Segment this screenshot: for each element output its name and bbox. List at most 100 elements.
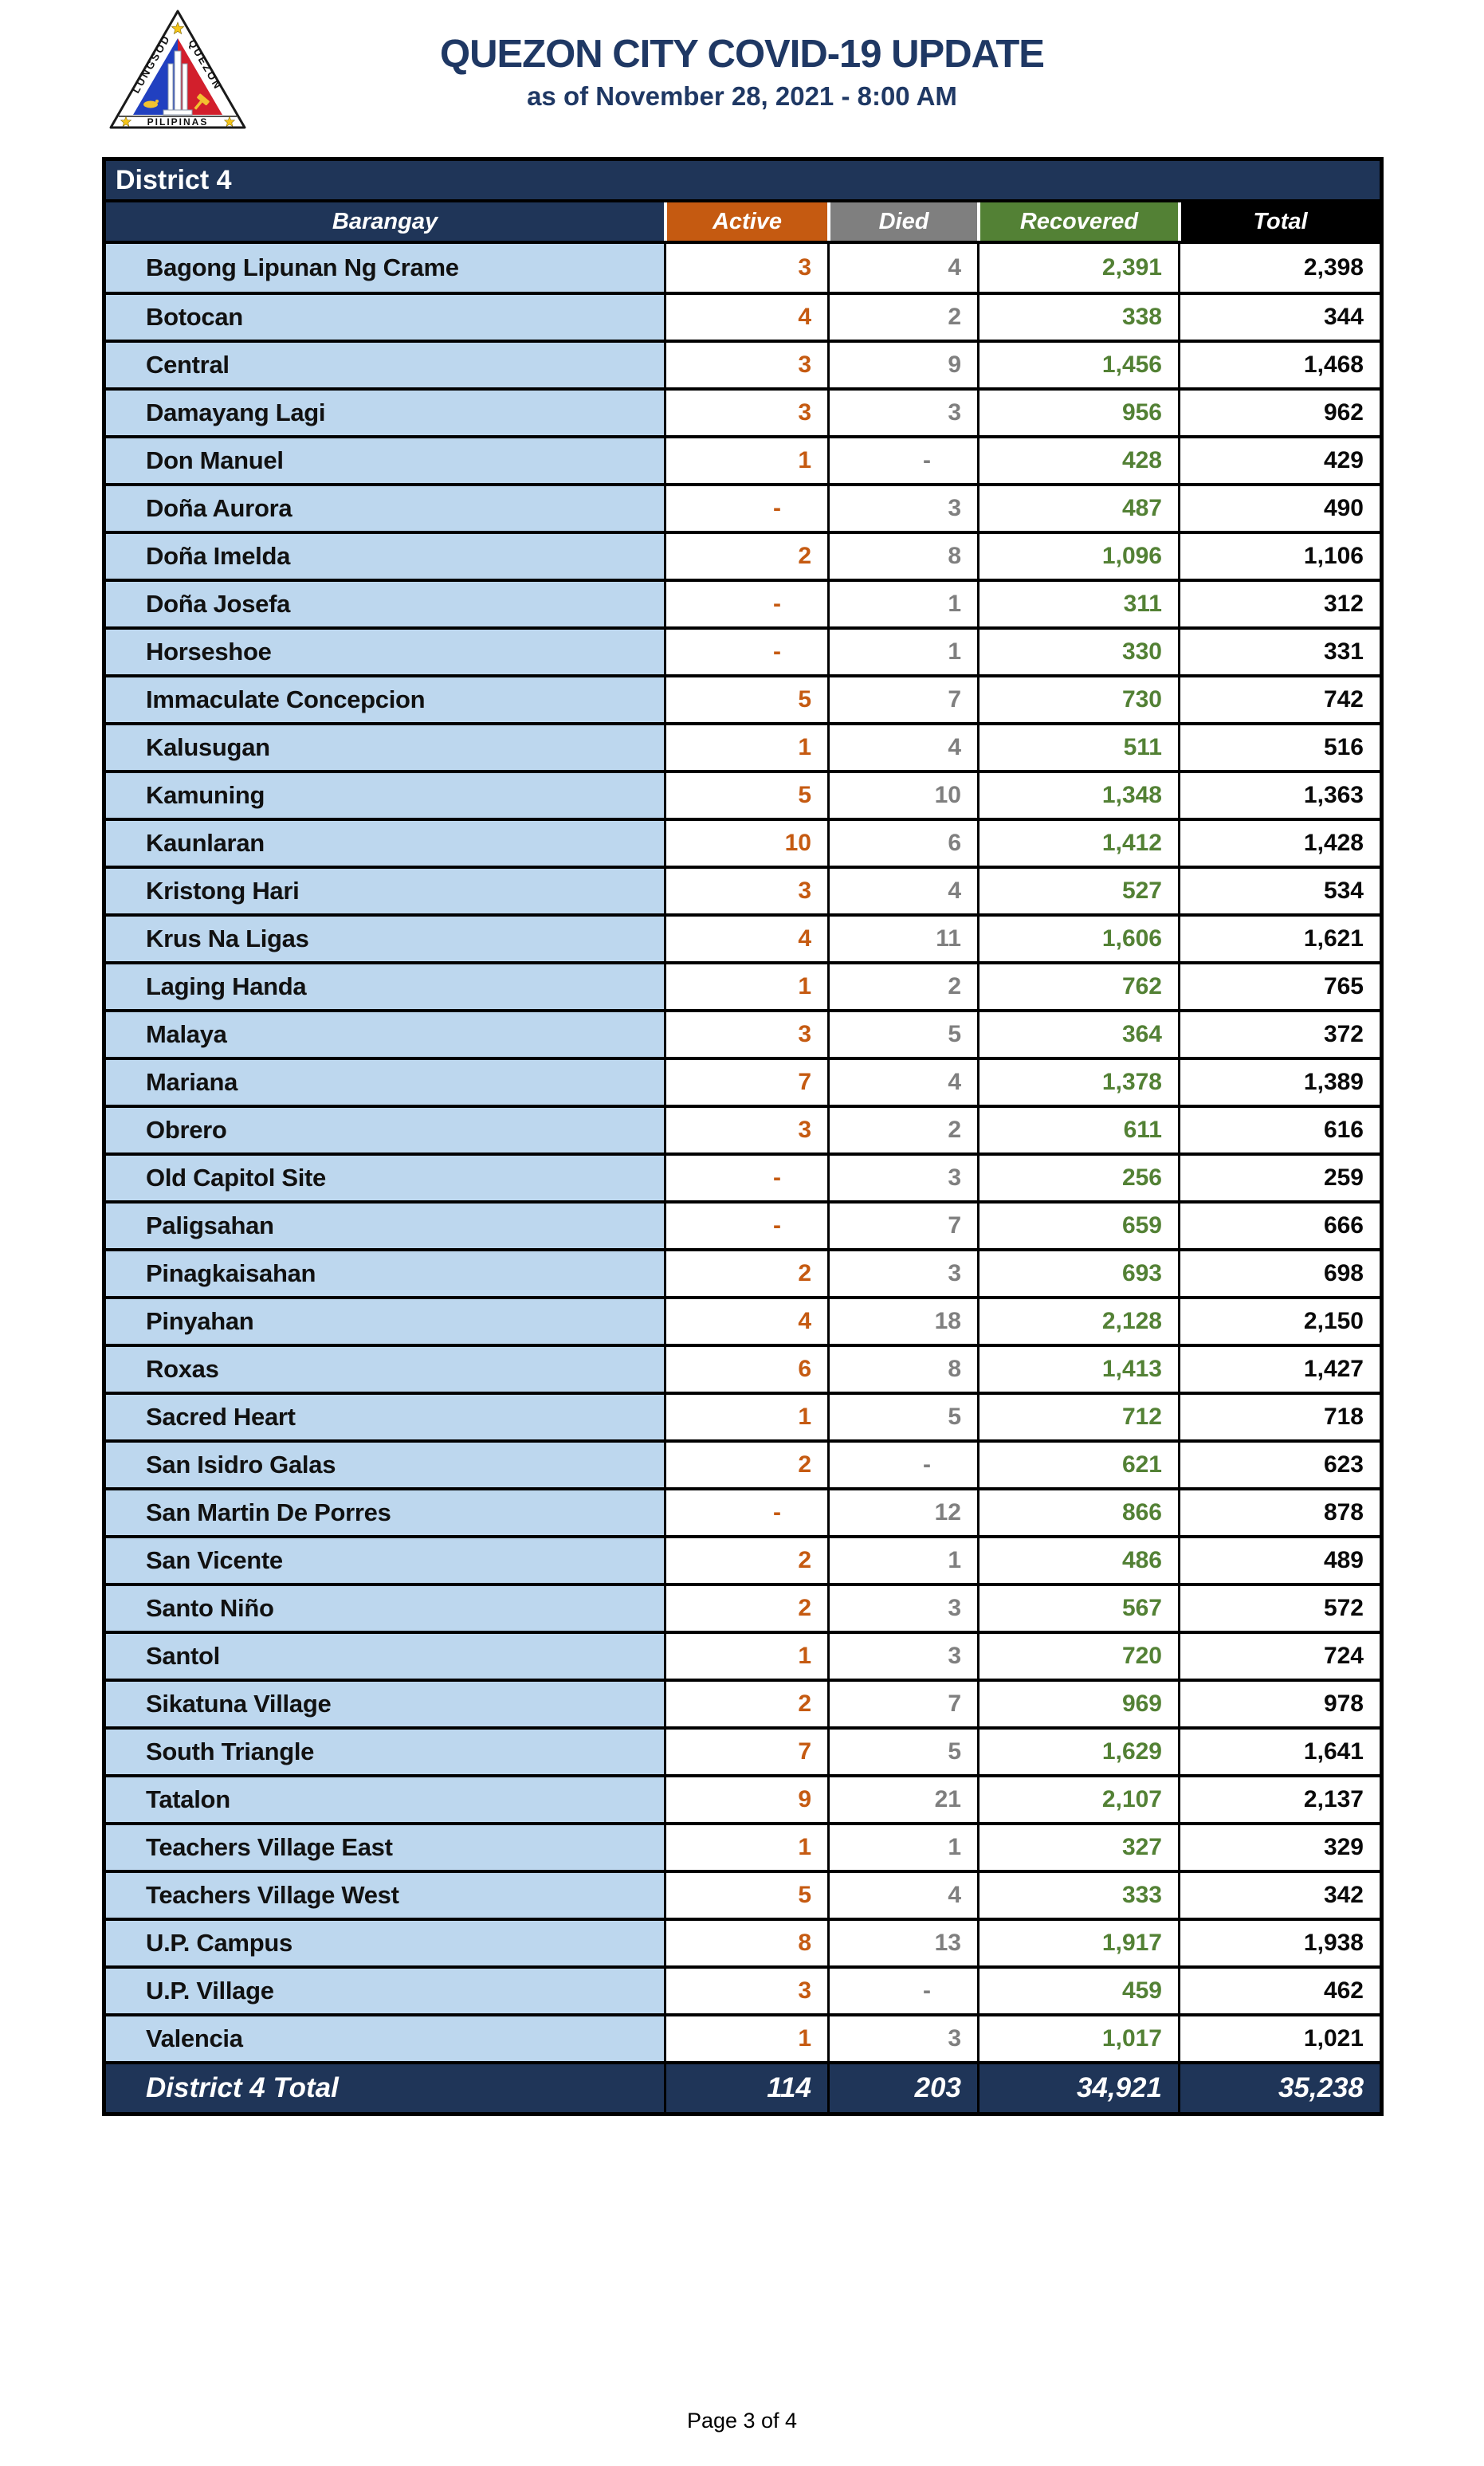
table-row: Tatalon 9 21 2,107 2,137 — [106, 1774, 1380, 1822]
active-count-cell: 2 — [664, 1586, 827, 1631]
seal-blue-half — [133, 38, 178, 115]
died-count-cell: 3 — [827, 1156, 977, 1200]
barangay-name-cell: Immaculate Concepcion — [106, 677, 664, 722]
recovered-count-cell: 1,412 — [977, 821, 1178, 866]
active-count-cell: 1 — [664, 438, 827, 483]
barangay-name-cell: Kalusugan — [106, 725, 664, 770]
table-row: Mariana 7 4 1,378 1,389 — [106, 1057, 1380, 1105]
recovered-count-cell: 2,128 — [977, 1299, 1178, 1344]
barangay-name-cell: Valencia — [106, 2016, 664, 2061]
barangay-name-cell: Kristong Hari — [106, 869, 664, 913]
table-body: Bagong Lipunan Ng Crame 3 4 2,391 2,398 … — [106, 244, 1380, 2061]
barangay-name-cell: Teachers Village West — [106, 1873, 664, 1918]
table-row: Malaya 3 5 364 372 — [106, 1009, 1380, 1057]
table-row: Doña Aurora - 3 487 490 — [106, 483, 1380, 531]
table-row: U.P. Campus 8 13 1,917 1,938 — [106, 1918, 1380, 1965]
barangay-name-cell: Don Manuel — [106, 438, 664, 483]
died-count-cell: 3 — [827, 1586, 977, 1631]
table-row: Sikatuna Village 2 7 969 978 — [106, 1679, 1380, 1726]
table-row: San Isidro Galas 2 - 621 623 — [106, 1439, 1380, 1487]
died-count-cell: - — [827, 1443, 977, 1487]
table-row: Paligsahan - 7 659 666 — [106, 1200, 1380, 1248]
died-count-cell: 2 — [827, 295, 977, 340]
total-count-cell: 978 — [1178, 1682, 1380, 1726]
died-count-cell: 3 — [827, 486, 977, 531]
barangay-name-cell: U.P. Campus — [106, 1921, 664, 1965]
died-count-cell: 12 — [827, 1490, 977, 1535]
died-count-cell: 1 — [827, 1825, 977, 1870]
barangay-name-cell: Doña Josefa — [106, 582, 664, 626]
recovered-count-cell: 621 — [977, 1443, 1178, 1487]
active-count-cell: - — [664, 1490, 827, 1535]
barangay-name-cell: Central — [106, 343, 664, 387]
seal-lamp-icon — [143, 100, 159, 108]
active-count-cell: 2 — [664, 1538, 827, 1583]
column-header-row: Barangay Active Died Recovered Total — [106, 202, 1380, 244]
total-count-cell: 1,106 — [1178, 534, 1380, 579]
active-count-cell: 1 — [664, 2016, 827, 2061]
died-count-cell: 6 — [827, 821, 977, 866]
table-row: Doña Imelda 2 8 1,096 1,106 — [106, 531, 1380, 579]
barangay-name-cell: Kamuning — [106, 773, 664, 818]
recovered-count-cell: 1,017 — [977, 2016, 1178, 2061]
recovered-count-cell: 256 — [977, 1156, 1178, 1200]
recovered-count-cell: 1,456 — [977, 343, 1178, 387]
district-total-overall: 35,238 — [1178, 2064, 1380, 2112]
active-count-cell: 6 — [664, 1347, 827, 1392]
active-count-cell: - — [664, 582, 827, 626]
table-row: Kamuning 5 10 1,348 1,363 — [106, 770, 1380, 818]
table-row: San Vicente 2 1 486 489 — [106, 1535, 1380, 1583]
barangay-name-cell: Horseshoe — [106, 630, 664, 674]
table-row: U.P. Village 3 - 459 462 — [106, 1965, 1380, 2013]
total-count-cell: 1,427 — [1178, 1347, 1380, 1392]
column-header-barangay: Barangay — [106, 202, 664, 241]
total-count-cell: 331 — [1178, 630, 1380, 674]
district-header: District 4 — [106, 161, 1380, 202]
total-count-cell: 534 — [1178, 869, 1380, 913]
active-count-cell: 4 — [664, 917, 827, 961]
total-count-cell: 623 — [1178, 1443, 1380, 1487]
barangay-name-cell: Roxas — [106, 1347, 664, 1392]
barangay-name-cell: Teachers Village East — [106, 1825, 664, 1870]
recovered-count-cell: 611 — [977, 1108, 1178, 1153]
total-count-cell: 616 — [1178, 1108, 1380, 1153]
active-count-cell: 5 — [664, 773, 827, 818]
table-row: Doña Josefa - 1 311 312 — [106, 579, 1380, 626]
barangay-name-cell: South Triangle — [106, 1730, 664, 1774]
died-count-cell: 11 — [827, 917, 977, 961]
recovered-count-cell: 762 — [977, 964, 1178, 1009]
table-row: Kaunlaran 10 6 1,412 1,428 — [106, 818, 1380, 866]
table-row: Sacred Heart 1 5 712 718 — [106, 1392, 1380, 1439]
district-total-died: 203 — [827, 2064, 977, 2112]
barangay-name-cell: Doña Aurora — [106, 486, 664, 531]
total-count-cell: 2,137 — [1178, 1777, 1380, 1822]
barangay-name-cell: U.P. Village — [106, 1969, 664, 2013]
barangay-name-cell: Paligsahan — [106, 1204, 664, 1248]
total-count-cell: 1,621 — [1178, 917, 1380, 961]
page-title: QUEZON CITY COVID-19 UPDATE — [439, 33, 1045, 76]
barangay-name-cell: Santo Niño — [106, 1586, 664, 1631]
barangay-name-cell: Kaunlaran — [106, 821, 664, 866]
barangay-name-cell: Old Capitol Site — [106, 1156, 664, 1200]
died-count-cell: 7 — [827, 677, 977, 722]
recovered-count-cell: 693 — [977, 1251, 1178, 1296]
recovered-count-cell: 527 — [977, 869, 1178, 913]
recovered-count-cell: 327 — [977, 1825, 1178, 1870]
active-count-cell: - — [664, 486, 827, 531]
barangay-name-cell: San Martin De Porres — [106, 1490, 664, 1535]
died-count-cell: 3 — [827, 2016, 977, 2061]
died-count-cell: - — [827, 438, 977, 483]
active-count-cell: 9 — [664, 1777, 827, 1822]
died-count-cell: 10 — [827, 773, 977, 818]
barangay-name-cell: Sacred Heart — [106, 1395, 664, 1439]
recovered-count-cell: 1,413 — [977, 1347, 1178, 1392]
died-count-cell: 4 — [827, 725, 977, 770]
total-count-cell: 742 — [1178, 677, 1380, 722]
active-count-cell: 3 — [664, 391, 827, 435]
recovered-count-cell: 311 — [977, 582, 1178, 626]
active-count-cell: 3 — [664, 869, 827, 913]
died-count-cell: - — [827, 1969, 977, 2013]
seal-stars — [120, 22, 236, 128]
total-count-cell: 372 — [1178, 1012, 1380, 1057]
district-4-table: District 4 Barangay Active Died Recovere… — [102, 157, 1384, 2116]
